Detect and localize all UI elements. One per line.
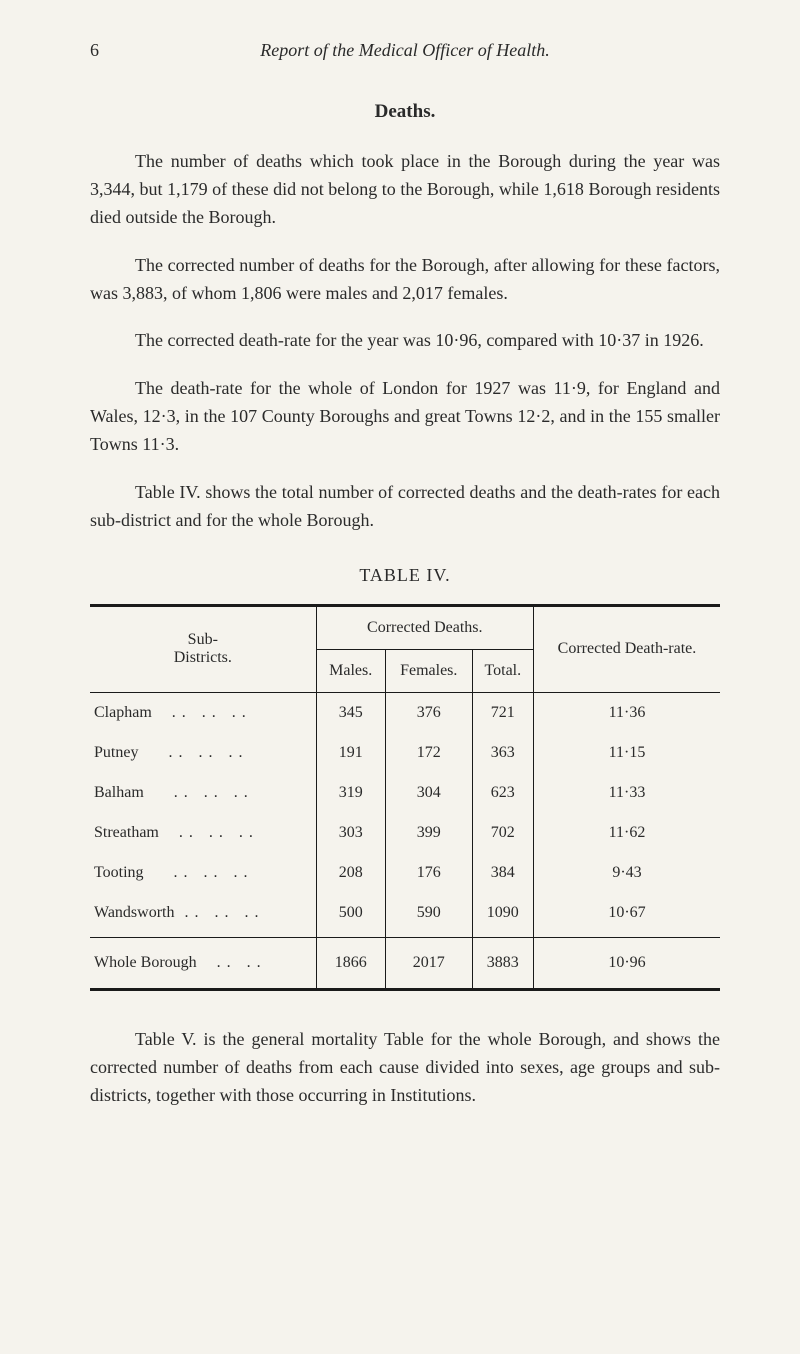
cell-total: 702 xyxy=(472,813,533,853)
cell-total: 623 xyxy=(472,773,533,813)
cell-males: 208 xyxy=(316,853,385,893)
cell-total: 3883 xyxy=(472,937,533,989)
cell-males: 319 xyxy=(316,773,385,813)
cell-females: 172 xyxy=(385,733,472,773)
table-row: Wandsworth .. .. .. 500 590 1090 10·67 xyxy=(90,893,720,933)
paragraph-4: The death-rate for the whole of London f… xyxy=(90,375,720,459)
th-corrected-deaths: Corrected Deaths. xyxy=(316,605,533,649)
th-males: Males. xyxy=(316,649,385,692)
running-title: Report of the Medical Officer of Health. xyxy=(260,40,549,60)
document-page: 6 Report of the Medical Officer of Healt… xyxy=(0,0,800,1169)
cell-total: 1090 xyxy=(472,893,533,933)
cell-rate: 11·15 xyxy=(533,733,720,773)
cell-rate: 9·43 xyxy=(533,853,720,893)
th-total: Total. xyxy=(472,649,533,692)
cell-district: Tooting .. .. .. xyxy=(90,853,316,893)
cell-district: Balham .. .. .. xyxy=(90,773,316,813)
cell-females: 376 xyxy=(385,692,472,733)
cell-rate: 11·33 xyxy=(533,773,720,813)
paragraph-3: The corrected death-rate for the year wa… xyxy=(90,327,720,355)
cell-males: 191 xyxy=(316,733,385,773)
cell-males: 303 xyxy=(316,813,385,853)
cell-district: Streatham .. .. .. xyxy=(90,813,316,853)
cell-district: Putney .. .. .. xyxy=(90,733,316,773)
cell-females: 176 xyxy=(385,853,472,893)
cell-rate: 11·36 xyxy=(533,692,720,733)
page-header: 6 Report of the Medical Officer of Healt… xyxy=(90,40,720,61)
page-number: 6 xyxy=(90,40,99,61)
cell-females: 2017 xyxy=(385,937,472,989)
table-footer-row: Whole Borough .. .. 1866 2017 3883 10·96 xyxy=(90,937,720,989)
deaths-table: Sub- Districts. Corrected Deaths. Correc… xyxy=(90,604,720,991)
table-row: Clapham .. .. .. 345 376 721 11·36 xyxy=(90,692,720,733)
closing-paragraph: Table V. is the general mortality Table … xyxy=(90,1026,720,1110)
cell-total: 384 xyxy=(472,853,533,893)
cell-females: 590 xyxy=(385,893,472,933)
cell-district: Wandsworth .. .. .. xyxy=(90,893,316,933)
cell-males: 500 xyxy=(316,893,385,933)
cell-females: 304 xyxy=(385,773,472,813)
paragraph-1: The number of deaths which took place in… xyxy=(90,148,720,232)
cell-total: 363 xyxy=(472,733,533,773)
table-row: Streatham .. .. .. 303 399 702 11·62 xyxy=(90,813,720,853)
table-row: Tooting .. .. .. 208 176 384 9·43 xyxy=(90,853,720,893)
cell-males: 345 xyxy=(316,692,385,733)
paragraph-2: The corrected number of deaths for the B… xyxy=(90,252,720,308)
cell-district: Whole Borough .. .. xyxy=(90,937,316,989)
cell-males: 1866 xyxy=(316,937,385,989)
cell-rate: 11·62 xyxy=(533,813,720,853)
cell-rate: 10·67 xyxy=(533,893,720,933)
cell-females: 399 xyxy=(385,813,472,853)
cell-total: 721 xyxy=(472,692,533,733)
paragraph-5: Table IV. shows the total number of corr… xyxy=(90,479,720,535)
section-title: Deaths. xyxy=(90,101,720,123)
cell-rate: 10·96 xyxy=(533,937,720,989)
table-title: TABLE IV. xyxy=(90,565,720,586)
table-row: Putney .. .. .. 191 172 363 11·15 xyxy=(90,733,720,773)
th-females: Females. xyxy=(385,649,472,692)
cell-district: Clapham .. .. .. xyxy=(90,692,316,733)
th-death-rate: Corrected Death-rate. xyxy=(533,605,720,692)
th-sub-districts: Sub- Districts. xyxy=(90,605,316,692)
table-row: Balham .. .. .. 319 304 623 11·33 xyxy=(90,773,720,813)
